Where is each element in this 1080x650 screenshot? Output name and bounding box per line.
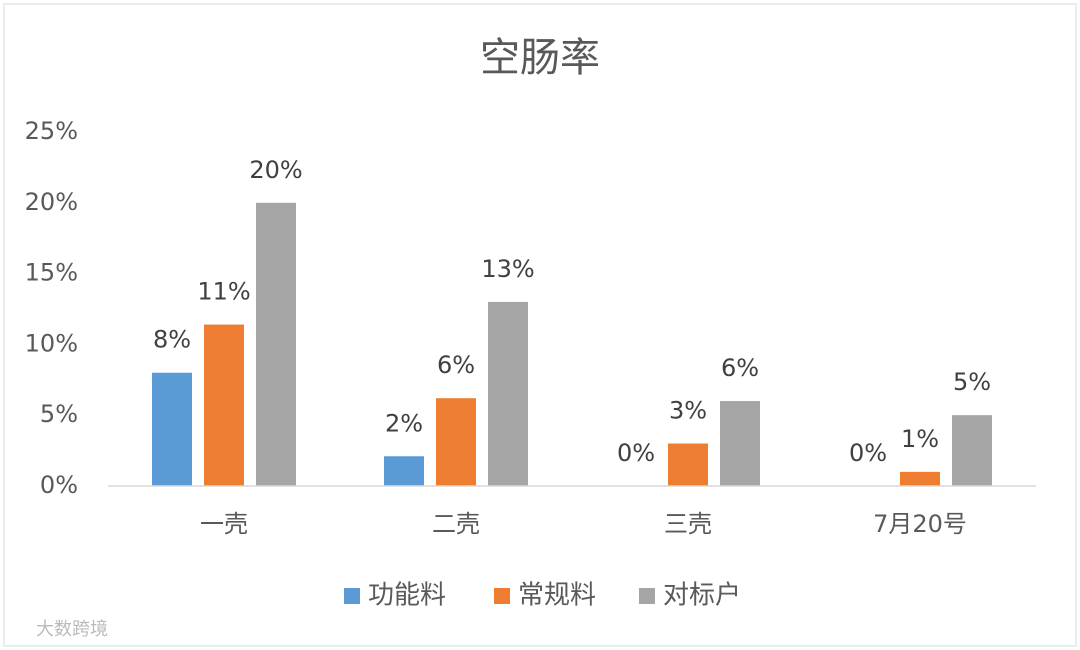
bar [256, 202, 296, 487]
y-tick-label: 20% [25, 188, 78, 216]
bar [488, 301, 528, 486]
bar [436, 398, 476, 486]
chart-title: 空肠率 [480, 35, 600, 81]
legend-label: 功能料 [368, 581, 446, 611]
data-label: 3% [669, 397, 707, 425]
legend-swatch [494, 588, 510, 604]
legend-swatch [639, 588, 655, 604]
data-label: 13% [481, 255, 534, 283]
x-tick-label: 三壳 [664, 510, 712, 538]
data-label: 0% [849, 439, 887, 467]
bar [668, 443, 708, 486]
bar [720, 401, 760, 486]
bar [384, 456, 424, 486]
data-label: 6% [437, 351, 475, 379]
watermark: 大数跨境 [36, 619, 108, 640]
y-tick-label: 10% [25, 329, 78, 357]
legend-label: 对标户 [663, 581, 741, 611]
data-label: 20% [249, 156, 302, 184]
data-label: 6% [721, 354, 759, 382]
data-label: 5% [953, 368, 991, 396]
legend-label: 常规料 [518, 581, 596, 611]
data-label: 1% [901, 425, 939, 453]
data-label: 11% [197, 278, 250, 306]
data-label: 8% [153, 326, 191, 354]
bar [152, 372, 192, 486]
bar [204, 324, 244, 486]
x-tick-label: 7月20号 [873, 510, 967, 538]
chart-border [3, 3, 1077, 647]
legend-swatch [344, 588, 360, 604]
bar [900, 471, 940, 486]
data-label: 0% [617, 439, 655, 467]
data-label: 2% [385, 409, 423, 437]
y-tick-label: 15% [25, 259, 78, 287]
y-tick-label: 5% [40, 400, 78, 428]
x-tick-label: 二壳 [432, 510, 480, 538]
y-tick-label: 0% [40, 471, 78, 499]
y-tick-label: 25% [25, 117, 78, 145]
x-tick-label: 一壳 [200, 510, 248, 538]
bar [952, 415, 992, 486]
